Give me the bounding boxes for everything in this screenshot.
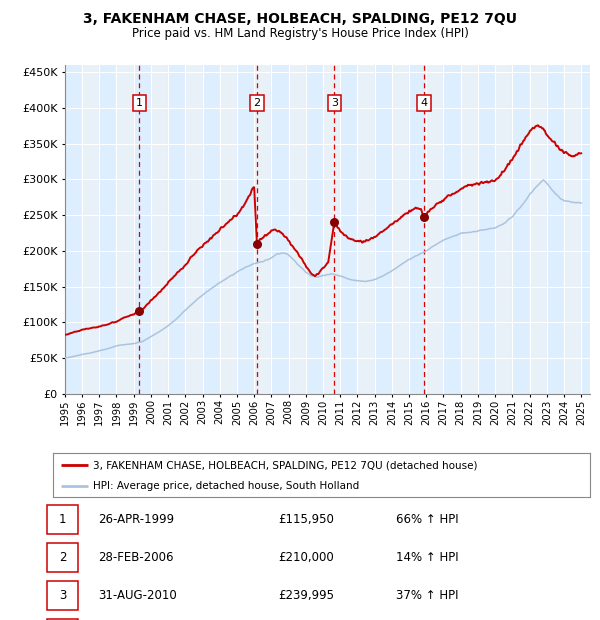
Bar (426, 65, 443, 394)
Bar (168, 65, 185, 394)
Text: £115,950: £115,950 (278, 513, 334, 526)
Bar (358, 65, 374, 394)
Bar (495, 65, 512, 394)
Bar (185, 65, 203, 394)
Bar (374, 65, 392, 394)
Bar (65, 65, 82, 394)
Bar (478, 65, 495, 394)
Text: 1: 1 (59, 513, 66, 526)
Bar (203, 65, 220, 394)
Bar (116, 65, 134, 394)
FancyBboxPatch shape (47, 619, 78, 620)
Text: 26-APR-1999: 26-APR-1999 (98, 513, 175, 526)
Bar (237, 65, 254, 394)
FancyBboxPatch shape (47, 505, 78, 534)
Bar (392, 65, 409, 394)
Bar (220, 65, 237, 394)
FancyBboxPatch shape (47, 543, 78, 572)
Bar (151, 65, 168, 394)
Text: 3, FAKENHAM CHASE, HOLBEACH, SPALDING, PE12 7QU: 3, FAKENHAM CHASE, HOLBEACH, SPALDING, P… (83, 12, 517, 27)
Bar (134, 65, 151, 394)
Text: 4: 4 (421, 98, 428, 108)
Text: £239,995: £239,995 (278, 589, 334, 602)
Text: 14% ↑ HPI: 14% ↑ HPI (397, 551, 459, 564)
Bar (82, 65, 99, 394)
Bar (340, 65, 358, 394)
Bar (306, 65, 323, 394)
Text: 3: 3 (331, 98, 338, 108)
Bar (409, 65, 426, 394)
Text: 2: 2 (253, 98, 260, 108)
Bar (461, 65, 478, 394)
Bar (99, 65, 116, 394)
Text: 31-AUG-2010: 31-AUG-2010 (98, 589, 177, 602)
Bar (512, 65, 530, 394)
FancyBboxPatch shape (47, 581, 78, 609)
Bar (254, 65, 271, 394)
Text: Price paid vs. HM Land Registry's House Price Index (HPI): Price paid vs. HM Land Registry's House … (131, 27, 469, 40)
Bar (443, 65, 461, 394)
Text: 2: 2 (59, 551, 66, 564)
Bar (323, 65, 340, 394)
Text: HPI: Average price, detached house, South Holland: HPI: Average price, detached house, Sout… (93, 481, 359, 491)
Text: £210,000: £210,000 (278, 551, 334, 564)
Text: 37% ↑ HPI: 37% ↑ HPI (397, 589, 459, 602)
Bar (564, 65, 581, 394)
Text: 66% ↑ HPI: 66% ↑ HPI (397, 513, 459, 526)
Text: 28-FEB-2006: 28-FEB-2006 (98, 551, 174, 564)
Text: 3, FAKENHAM CHASE, HOLBEACH, SPALDING, PE12 7QU (detached house): 3, FAKENHAM CHASE, HOLBEACH, SPALDING, P… (93, 460, 478, 470)
Bar (530, 65, 547, 394)
Bar (289, 65, 306, 394)
Text: 1: 1 (136, 98, 143, 108)
Bar (581, 65, 598, 394)
Text: 3: 3 (59, 589, 66, 602)
Bar (547, 65, 564, 394)
Bar (271, 65, 289, 394)
